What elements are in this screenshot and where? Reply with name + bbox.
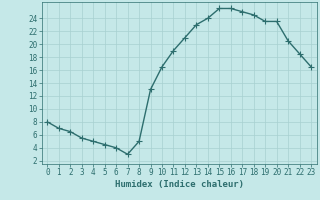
X-axis label: Humidex (Indice chaleur): Humidex (Indice chaleur) — [115, 180, 244, 189]
